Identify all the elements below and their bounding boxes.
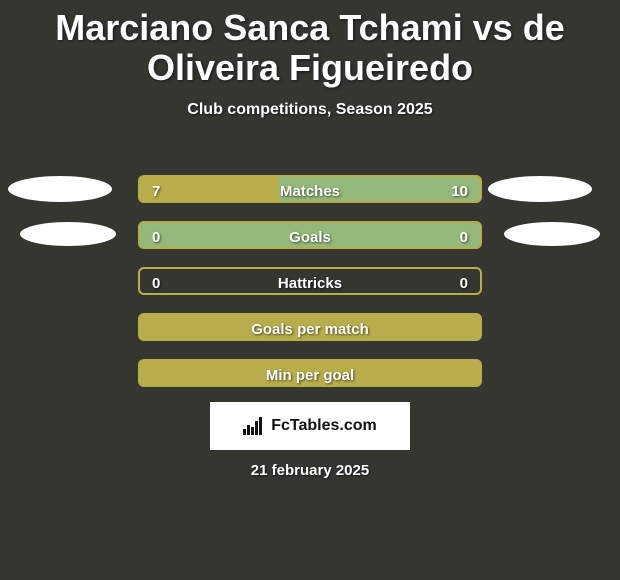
bars-icon [243, 417, 265, 435]
date-label: 21 february 2025 [0, 462, 620, 479]
stat-track: Min per goal [138, 359, 482, 387]
subtitle: Club competitions, Season 2025 [0, 101, 620, 119]
stat-track: Goals per match [138, 313, 482, 341]
stat-row: Min per goal [0, 350, 620, 396]
stat-track: 710Matches [138, 175, 482, 203]
stat-track: 00Goals [138, 221, 482, 249]
branding-badge: FcTables.com [210, 402, 410, 450]
branding-text: FcTables.com [271, 417, 377, 435]
stat-label: Matches [140, 177, 480, 205]
stat-label: Hattricks [140, 269, 480, 297]
stat-track: 00Hattricks [138, 267, 482, 295]
stat-row: Goals per match [0, 304, 620, 350]
stat-label: Min per goal [140, 361, 480, 389]
page-title: Marciano Sanca Tchami vs de Oliveira Fig… [0, 0, 620, 87]
stat-row: 00Goals [0, 212, 620, 258]
stat-row: 710Matches [0, 166, 620, 212]
stat-label: Goals per match [140, 315, 480, 343]
comparison-card: Marciano Sanca Tchami vs de Oliveira Fig… [0, 0, 620, 580]
stats-block: 710Matches 00Goals 00Hattricks Goals per ma… [0, 166, 620, 396]
stat-label: Goals [140, 223, 480, 251]
stat-row: 00Hattricks [0, 258, 620, 304]
